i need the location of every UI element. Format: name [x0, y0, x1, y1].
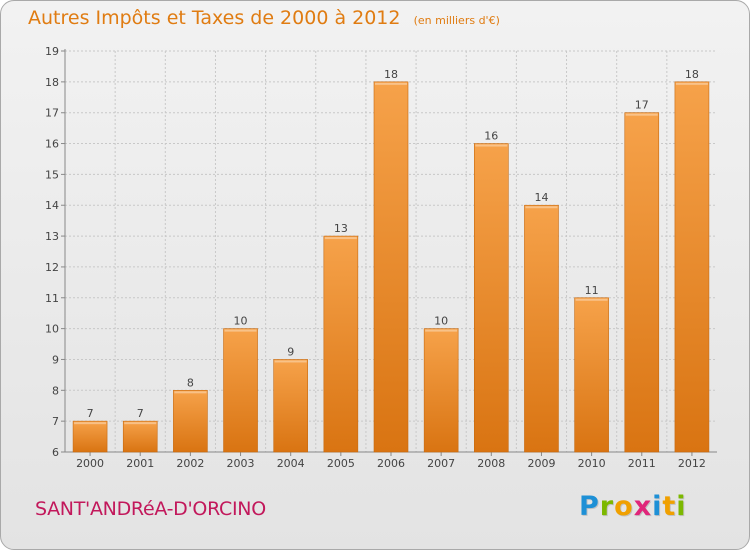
x-tick-label: 2004 — [277, 457, 305, 470]
y-tick-label: 6 — [52, 446, 59, 459]
data-label: 9 — [287, 345, 294, 358]
logo-letter: x — [633, 491, 653, 522]
logo-letter: o — [614, 491, 634, 522]
x-tick-label: 2009 — [527, 457, 555, 470]
bar — [574, 297, 609, 453]
data-label: 8 — [187, 376, 194, 389]
data-label: 10 — [234, 315, 248, 328]
bar — [223, 328, 258, 453]
bar-highlight — [274, 360, 307, 363]
logo-letter: i — [652, 491, 663, 522]
labels: 6 7 8 9 10 11 12 13 14 15 16 17 18 19 7 2000 7 2001 8 2002 1… — [45, 45, 706, 470]
y-tick-label: 13 — [45, 230, 59, 243]
bar — [323, 235, 359, 453]
bar-highlight — [525, 206, 558, 209]
data-label: 18 — [384, 68, 398, 81]
x-tick-label: 2005 — [327, 457, 355, 470]
x-tick-label: 2011 — [628, 457, 656, 470]
x-tick-label: 2000 — [76, 457, 104, 470]
x-tick-label: 2012 — [678, 457, 706, 470]
bar — [72, 420, 108, 453]
bar-highlight — [324, 237, 357, 240]
title-row: Autres Impôts et Taxes de 2000 à 2012 (e… — [28, 7, 500, 29]
bar — [373, 81, 409, 453]
logo-letter: P — [579, 491, 600, 522]
bar-highlight — [224, 329, 257, 332]
bar-highlight — [74, 422, 107, 425]
bar — [674, 81, 710, 453]
y-tick-label: 8 — [52, 384, 59, 397]
y-tick-label: 16 — [45, 138, 59, 151]
bar — [423, 328, 459, 453]
y-tick-label: 10 — [45, 323, 59, 336]
y-tick-label: 17 — [45, 107, 59, 120]
x-tick-label: 2010 — [578, 457, 606, 470]
chart-unit: (en milliers d'€) — [413, 14, 500, 27]
y-tick-label: 11 — [45, 292, 59, 305]
y-tick-label: 14 — [45, 199, 59, 212]
x-tick-label: 2002 — [176, 457, 204, 470]
data-label: 16 — [484, 130, 498, 143]
data-label: 10 — [434, 315, 448, 328]
bars — [72, 81, 710, 453]
y-tick-label: 19 — [45, 45, 59, 58]
y-tick-label: 7 — [52, 415, 59, 428]
bar-highlight — [425, 329, 458, 332]
bar-highlight — [124, 422, 157, 425]
x-tick-label: 2003 — [227, 457, 255, 470]
bar-highlight — [575, 298, 608, 301]
bar-highlight — [625, 113, 658, 116]
bar — [524, 204, 559, 453]
bar — [474, 143, 509, 453]
bar — [624, 112, 660, 453]
logo-letter: r — [599, 491, 615, 522]
bar-highlight — [174, 391, 207, 394]
x-tick-label: 2006 — [377, 457, 405, 470]
data-label: 11 — [585, 284, 599, 297]
chart-title: Autres Impôts et Taxes de 2000 à 2012 — [28, 7, 401, 29]
bar — [122, 420, 158, 453]
x-tick-label: 2007 — [427, 457, 455, 470]
x-tick-label: 2008 — [477, 457, 505, 470]
bar-highlight — [375, 82, 407, 85]
commune-name: SANT'ANDRéA-D'ORCINO — [35, 498, 266, 520]
y-tick-label: 15 — [45, 168, 59, 181]
bar — [273, 359, 308, 453]
x-tick-label: 2001 — [126, 457, 154, 470]
proxiti-logo: Proxiti — [579, 491, 687, 522]
bar-highlight — [675, 82, 708, 85]
y-tick-label: 9 — [52, 353, 59, 366]
bar — [173, 390, 208, 453]
y-tick-label: 12 — [45, 261, 59, 274]
data-label: 17 — [635, 99, 649, 112]
data-label: 18 — [685, 68, 699, 81]
y-tick-label: 18 — [45, 76, 59, 89]
data-label: 14 — [534, 191, 548, 204]
bar-highlight — [475, 144, 508, 147]
data-label: 7 — [87, 407, 94, 420]
logo-letter: t — [662, 491, 677, 522]
logo-letter: i — [676, 491, 687, 522]
data-label: 7 — [137, 407, 144, 420]
data-label: 13 — [334, 222, 348, 235]
